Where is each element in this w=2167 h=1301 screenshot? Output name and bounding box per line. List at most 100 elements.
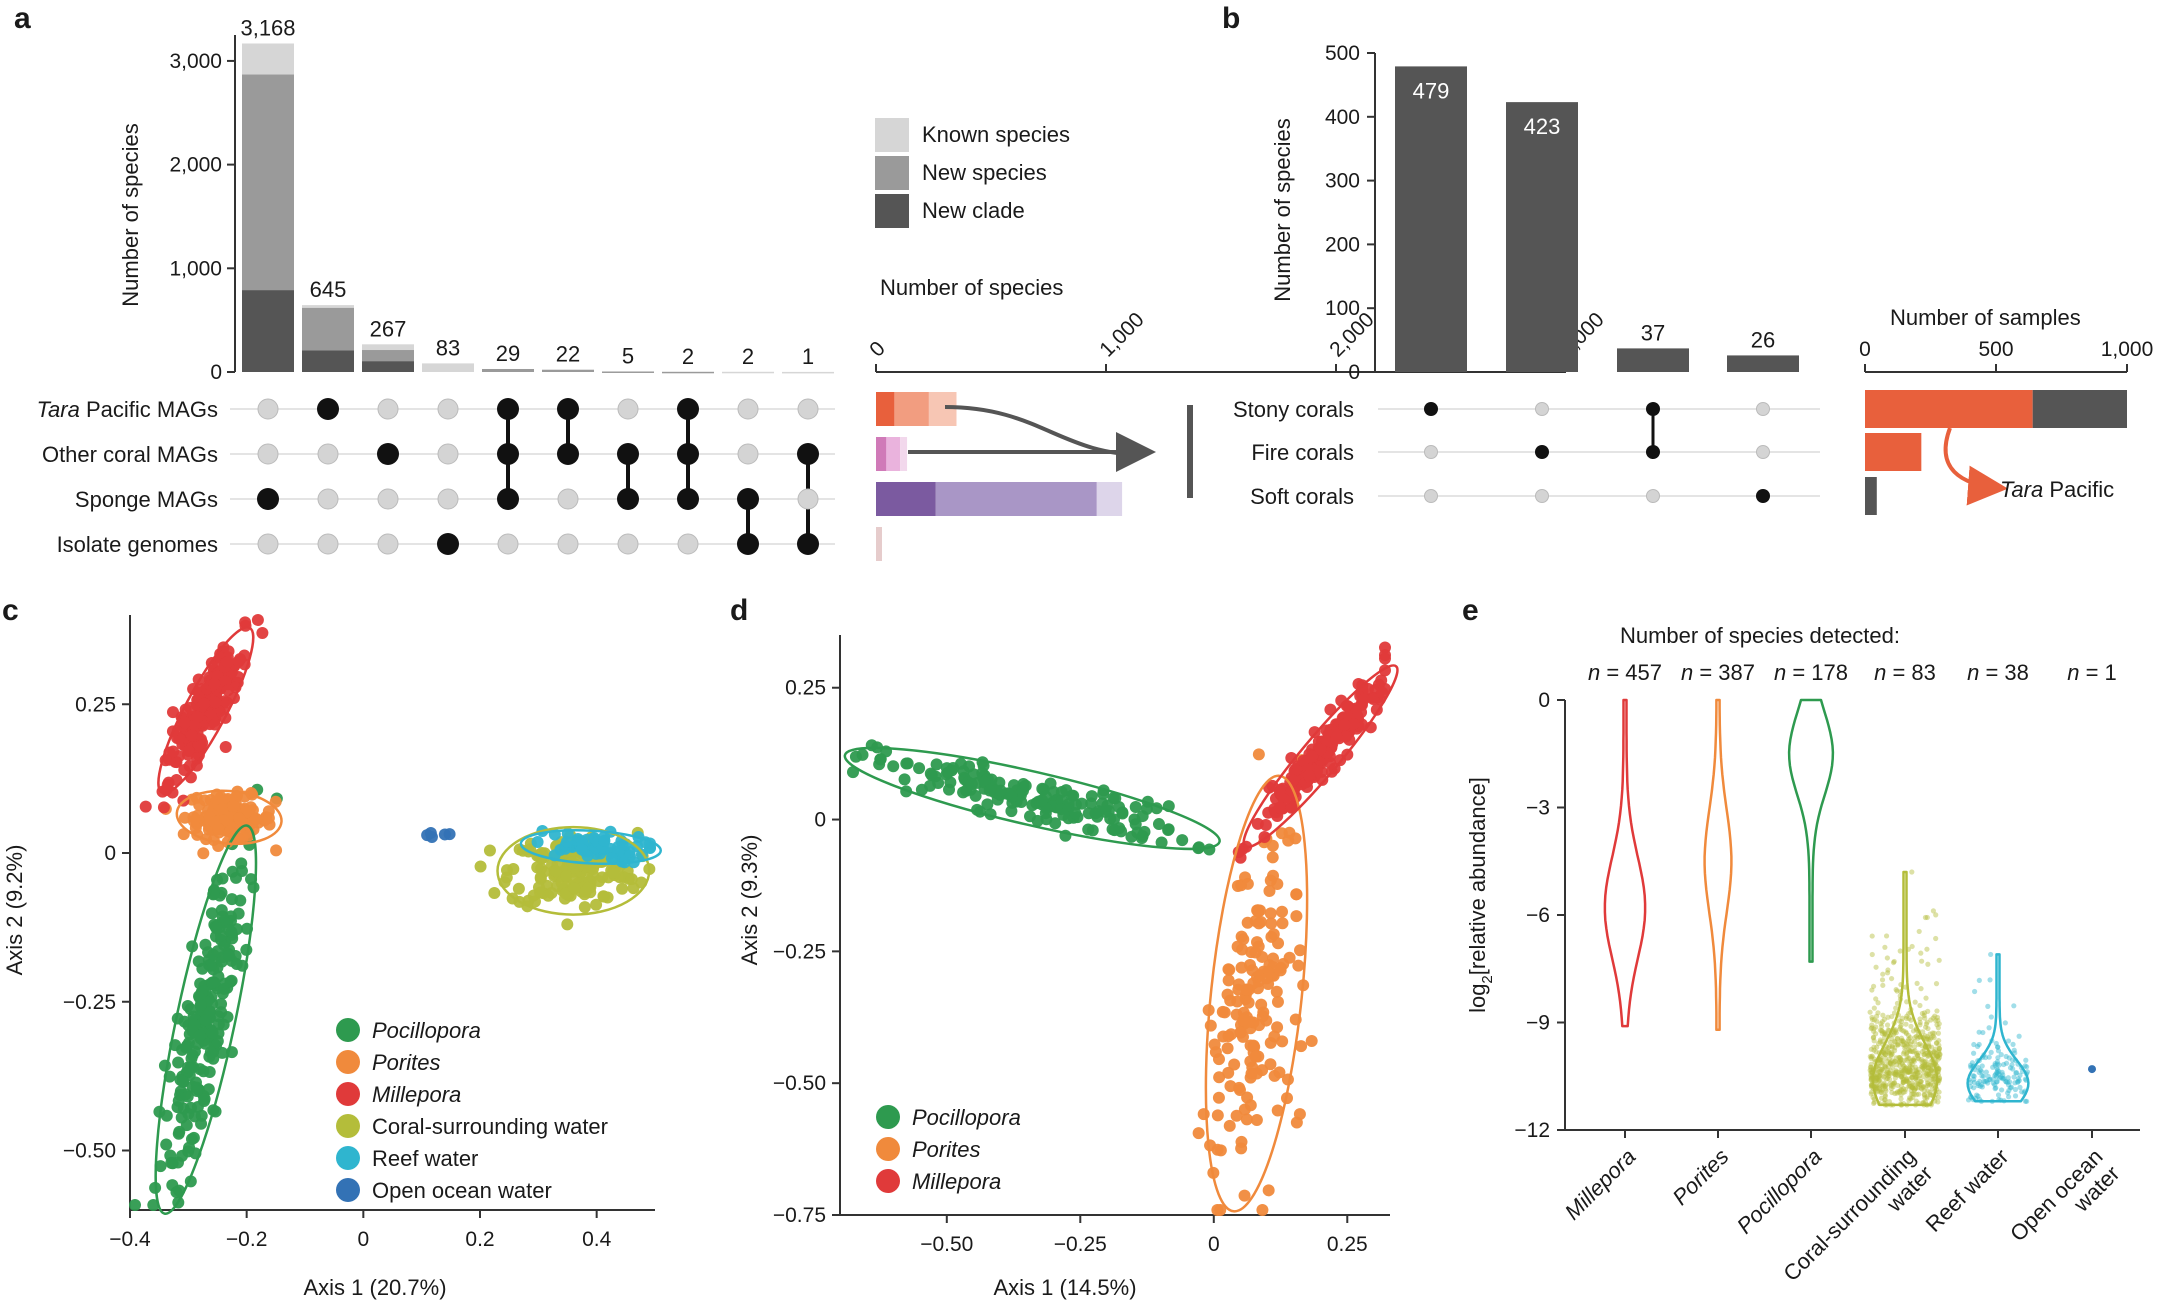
e-jitter-point bbox=[1925, 1041, 1932, 1047]
e-jitter-point bbox=[1911, 1058, 1918, 1064]
e-jitter-point bbox=[1924, 946, 1930, 952]
e-jitter-point bbox=[1879, 1019, 1885, 1025]
e-jitter-point bbox=[1884, 1022, 1891, 1028]
c-point bbox=[586, 862, 599, 875]
c-point bbox=[198, 697, 211, 710]
a-matrix-dot-inactive bbox=[317, 488, 339, 510]
e-jitter-point bbox=[1878, 1089, 1884, 1095]
e-jitter-point bbox=[1899, 1074, 1905, 1080]
e-jitter-point bbox=[1898, 1022, 1904, 1028]
e-jitter-point bbox=[1915, 1085, 1921, 1091]
panel-b-bar-plot: Number of species 0 100 200 300 400 500 479 42… bbox=[1233, 42, 2153, 515]
d-point bbox=[1338, 718, 1351, 731]
e-jitter-point bbox=[1913, 1033, 1919, 1039]
e-n-value: = 38 bbox=[1979, 660, 2029, 685]
e-jitter-point bbox=[1931, 1049, 1937, 1055]
e-jitter-point bbox=[1900, 1089, 1906, 1095]
c-point bbox=[197, 847, 210, 860]
e-jitter-point bbox=[1889, 1058, 1895, 1064]
b-side-tick-label: 1,000 bbox=[2101, 338, 2154, 361]
e-jitter-point bbox=[1875, 1063, 1881, 1069]
d-point bbox=[1230, 1109, 1243, 1122]
e-jitter-point bbox=[1992, 1086, 1998, 1092]
e-jitter-point bbox=[1889, 1044, 1895, 1050]
legend-swatch-known bbox=[875, 118, 909, 152]
d-ylabel: Axis 2 (9.3%) bbox=[737, 835, 762, 966]
e-jitter-point bbox=[1924, 1019, 1930, 1025]
e-jitter-point bbox=[1923, 1061, 1929, 1067]
e-jitter-point bbox=[1920, 1099, 1926, 1105]
c-point bbox=[178, 716, 191, 729]
d-point bbox=[1101, 799, 1114, 812]
b-ytick-label: 200 bbox=[1325, 233, 1360, 256]
a-matrix-dot-inactive bbox=[437, 488, 459, 510]
e-jitter-point bbox=[1996, 1069, 2002, 1075]
e-jitter-point bbox=[1976, 977, 1982, 983]
e-jitter-point bbox=[1922, 1015, 1928, 1021]
d-point bbox=[1263, 781, 1276, 794]
e-jitter-point bbox=[2024, 1064, 2030, 1070]
e-jitter-point bbox=[1878, 1089, 1884, 1096]
c-point bbox=[230, 957, 243, 970]
e-jitter-point bbox=[1917, 1022, 1923, 1028]
d-point bbox=[1019, 779, 1032, 792]
e-jitter-point bbox=[1882, 1093, 1888, 1099]
b-matrix-dot-inactive bbox=[1646, 489, 1660, 503]
e-jitter-point bbox=[1907, 1044, 1913, 1050]
e-jitter-point bbox=[1975, 1082, 1981, 1089]
e-jitter-point bbox=[1879, 1027, 1885, 1034]
e-jitter-point bbox=[1877, 1087, 1883, 1093]
a-side-bar-segment bbox=[876, 527, 882, 561]
c-ellipse bbox=[175, 789, 283, 846]
d-point bbox=[1085, 797, 1098, 810]
d-point bbox=[1192, 1127, 1205, 1140]
e-jitter-point bbox=[1896, 1059, 1902, 1065]
b-bar bbox=[1395, 66, 1467, 372]
e-jitter-point bbox=[1879, 1028, 1885, 1034]
d-point bbox=[1379, 641, 1391, 654]
e-jitter-point bbox=[1999, 1075, 2005, 1081]
panel-label-c: c bbox=[2, 594, 19, 627]
a-bar-new-species bbox=[542, 369, 594, 372]
e-jitter-point bbox=[1972, 988, 1978, 995]
c-point bbox=[488, 887, 501, 900]
e-jitter-point bbox=[1867, 1009, 1873, 1015]
c-point bbox=[438, 828, 451, 841]
e-jitter-point bbox=[1971, 1085, 1977, 1091]
d-point bbox=[1106, 823, 1119, 836]
a-bar-known bbox=[422, 363, 474, 372]
e-jitter-point bbox=[1886, 1050, 1892, 1056]
e-jitter-point bbox=[1928, 1081, 1934, 1087]
d-point bbox=[1290, 910, 1303, 923]
a-bar-value: 267 bbox=[370, 316, 407, 341]
e-jitter-point bbox=[1909, 1048, 1915, 1055]
e-jitter-point bbox=[1936, 1066, 1942, 1072]
e-jitter-point bbox=[1879, 1083, 1885, 1089]
e-jitter-point bbox=[1874, 1085, 1880, 1092]
a-matrix-dot-active bbox=[797, 443, 819, 465]
c-point bbox=[185, 729, 198, 742]
d-point bbox=[1211, 1143, 1224, 1156]
e-jitter-point bbox=[1936, 957, 1942, 963]
a-bar-new-species bbox=[302, 307, 354, 351]
e-jitter-point bbox=[1985, 1003, 1991, 1009]
c-point bbox=[208, 677, 221, 690]
d-point bbox=[1260, 972, 1273, 985]
e-jitter-point bbox=[1868, 1061, 1874, 1067]
e-jitter-point bbox=[2015, 1076, 2021, 1082]
e-jitter-point bbox=[1925, 1068, 1931, 1074]
b-side-bar-tara bbox=[1865, 390, 2033, 428]
e-jitter-point bbox=[1914, 1091, 1920, 1098]
e-jitter-point bbox=[1873, 1077, 1880, 1083]
d-legend-marker bbox=[876, 1137, 900, 1161]
d-ytick-label: −0.50 bbox=[773, 1072, 826, 1095]
e-jitter-point bbox=[1934, 1053, 1941, 1060]
d-point bbox=[983, 784, 996, 797]
e-jitter-point bbox=[1994, 1070, 2000, 1076]
e-jitter-point bbox=[1906, 1083, 1913, 1089]
d-point bbox=[1290, 888, 1303, 901]
e-jitter-point bbox=[1887, 1081, 1893, 1087]
e-jitter-point bbox=[1877, 1085, 1883, 1091]
e-jitter-point bbox=[1870, 1094, 1876, 1100]
e-jitter-point bbox=[1904, 1041, 1911, 1048]
